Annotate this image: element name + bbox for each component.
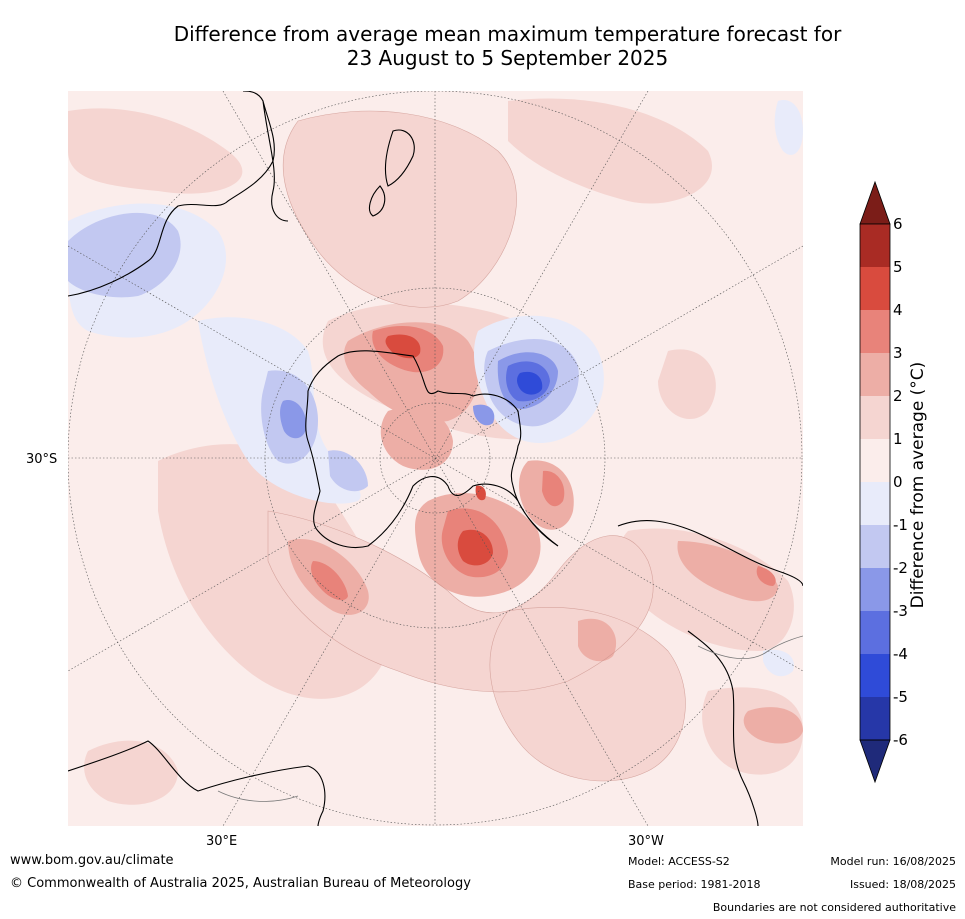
antarctica-coast: [305, 350, 559, 549]
footer-url[interactable]: www.bom.gov.au/climate: [10, 853, 174, 868]
coastlines: [68, 91, 803, 826]
footer-copyright: © Commonwealth of Australia 2025, Austra…: [10, 876, 471, 891]
colorbar-cell-m4-m3: [860, 611, 890, 654]
lon-label-30w: 30°W: [628, 834, 664, 849]
colorbar-tick: -4: [893, 645, 908, 663]
footer-disclaimer: Boundaries are not considered authoritat…: [712, 901, 956, 914]
colorbar-cell-4-5: [860, 267, 890, 310]
colorbar-tick: -3: [893, 602, 908, 620]
colorbar-border: [859, 223, 891, 741]
colorbar-tick: 3: [893, 344, 903, 362]
colorbar-cell-5-6: [860, 224, 890, 267]
colorbar-cell-3-4: [860, 310, 890, 353]
anomaly-1-to-2: [68, 98, 803, 805]
colorbar-cell-0-1: [860, 439, 890, 482]
colorbar-top-arrow: [859, 180, 891, 225]
contour-lines: [267, 110, 686, 782]
lon-label-30e: 30°E: [206, 834, 238, 849]
polar-map: [68, 91, 803, 826]
lat-label-30s: 30°S: [26, 452, 58, 467]
colorbar-tick: -6: [893, 731, 908, 749]
map-canvas: [68, 91, 803, 826]
footer-model-run: Model run: 16/08/2025: [830, 855, 956, 868]
colorbar-cell-2-3: [860, 353, 890, 396]
footer-base-period: Base period: 1981-2018: [628, 878, 761, 891]
colorbar-cell-1-2: [860, 396, 890, 439]
country-borders: [217, 635, 803, 802]
colorbar-cell-m3-m2: [860, 568, 890, 611]
south-america-coast: [617, 520, 803, 826]
footer-issued: Issued: 18/08/2025: [849, 878, 956, 891]
colorbar-svg: [859, 180, 891, 784]
colorbar-tick: 6: [893, 215, 903, 233]
colorbar: 6 5 4 3 2 1 0 -1 -2 -3 -4 -5 -6: [855, 180, 965, 785]
new-zealand-coast: [368, 129, 415, 217]
colorbar-cell-m6-m5: [860, 697, 890, 740]
colorbar-tick: -5: [893, 688, 908, 706]
colorbar-tick: 5: [893, 258, 903, 276]
colorbar-tick: -1: [893, 516, 908, 534]
colorbar-cell-m1-0: [860, 482, 890, 525]
colorbar-bottom-arrow: [859, 739, 891, 784]
colorbar-tick: 4: [893, 301, 903, 319]
colorbar-tick: 0: [893, 473, 903, 491]
graticule: [68, 91, 803, 826]
colorbar-cell-m5-m4: [860, 654, 890, 697]
map-title: Difference from average mean maximum tem…: [0, 22, 965, 70]
anomaly-4-to-5: [385, 334, 493, 566]
title-line-1: Difference from average mean maximum tem…: [173, 22, 842, 46]
colorbar-cell-m2-m1: [860, 525, 890, 568]
colorbar-title-wrap: Difference from average (°C): [908, 362, 938, 609]
colorbar-tick: -2: [893, 559, 908, 577]
colorbar-title: Difference from average (°C): [908, 361, 928, 609]
colorbar-tick: 2: [893, 387, 903, 405]
footer-model: Model: ACCESS-S2: [628, 855, 730, 868]
australia-coast: [68, 91, 289, 297]
africa-coast: [68, 740, 326, 826]
title-line-2: 23 August to 5 September 2025: [346, 46, 669, 70]
anomaly-minus5-to-minus4: [517, 371, 543, 395]
colorbar-tick: 1: [893, 430, 903, 448]
